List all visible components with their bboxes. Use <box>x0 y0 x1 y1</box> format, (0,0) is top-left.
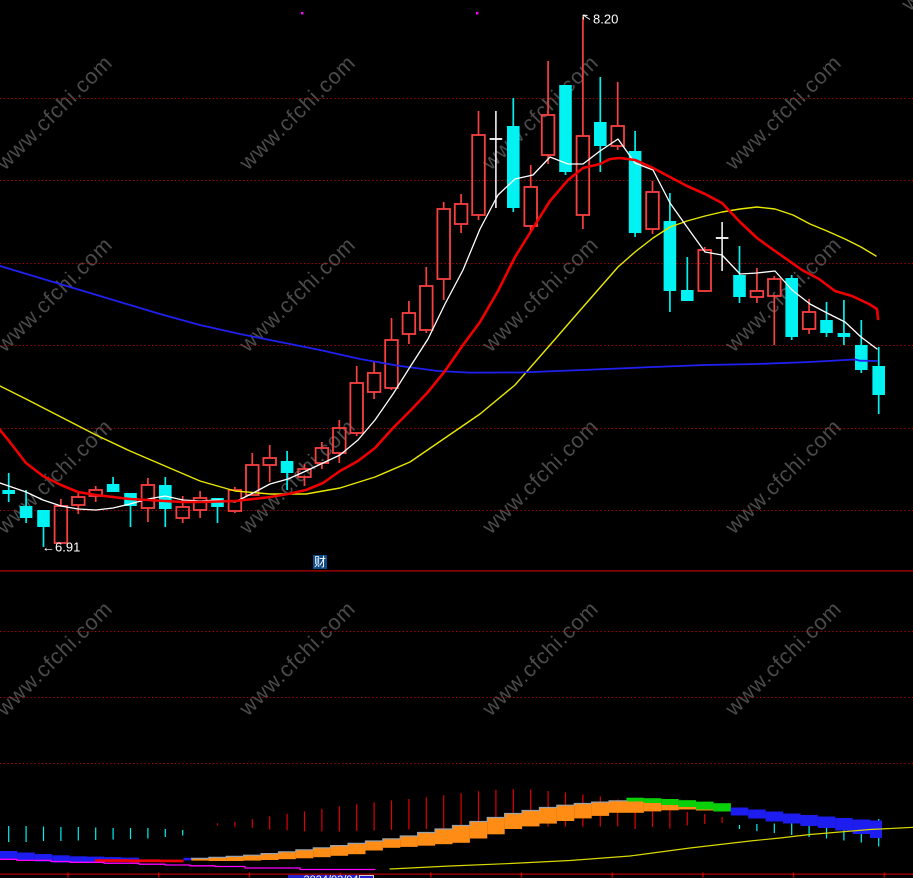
svg-text:8.20: 8.20 <box>593 12 618 27</box>
svg-text:←6.91: ←6.91 <box>42 540 80 555</box>
